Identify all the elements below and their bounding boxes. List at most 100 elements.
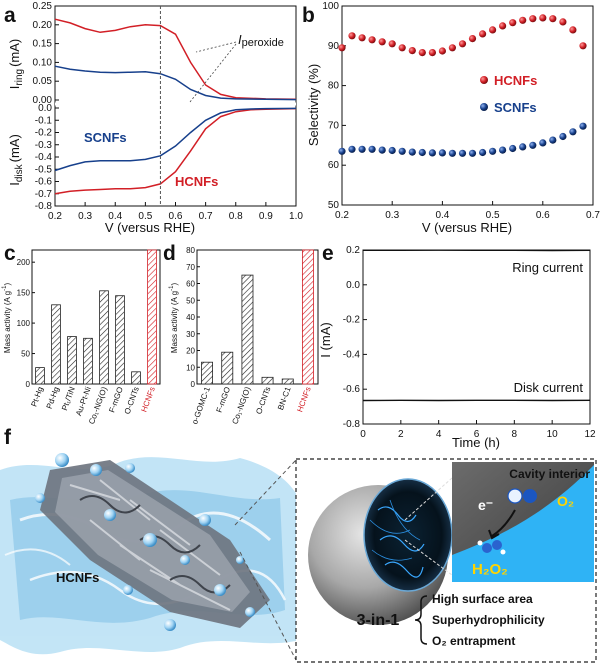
- point-scnfs: [348, 145, 356, 153]
- categories-c: Pt-Hg Pd-Hg Pt₁/TiNAu-Pt-NiCo₁-NG(O)F-mGOO…: [29, 385, 156, 425]
- disk-y-tick-label: -0.2: [35, 128, 53, 139]
- bar-bnc1: [281, 378, 294, 385]
- y-tick-label-c: 50: [21, 350, 30, 359]
- svg-text:Mass activity (A g-1): Mass activity (A g-1): [2, 283, 12, 354]
- bar-fmgo: [221, 351, 234, 385]
- y-tick-label-e: -0.2: [343, 315, 361, 326]
- x-tick-label-a: 0.3: [78, 211, 92, 222]
- ring-y-tick-label: 0.25: [33, 1, 53, 12]
- electron-label: e⁻: [478, 497, 493, 513]
- bar-pdhg: [51, 304, 61, 385]
- bars-c: [35, 249, 157, 385]
- y-tick-label-d: 20: [186, 347, 195, 356]
- disk-y-tick-label: -0.5: [35, 164, 53, 175]
- point-scnfs: [509, 144, 517, 153]
- axes-d: 0 10 20 30 40 50 60 70 80: [186, 246, 200, 389]
- h2o2-atom-2: [492, 540, 502, 550]
- series-line-scnfs-disk: [54, 107, 297, 172]
- feature-3: O₂ entrapment: [432, 634, 515, 648]
- y-tick-label-d: 30: [186, 330, 195, 339]
- y-tick-label-d: 10: [186, 363, 195, 372]
- x-tick-label-a: 0.9: [259, 211, 273, 222]
- point-scnfs: [398, 147, 406, 155]
- x-tick-label-e: 6: [474, 429, 480, 440]
- h2o2-atom-3: [477, 540, 483, 546]
- point-hcnfs: [569, 26, 577, 34]
- point-scnfs: [428, 149, 436, 157]
- y-tick-label-d: 60: [186, 280, 195, 289]
- x-axis-a: 0.2 0.3 0.4 0.5 0.6 0.7 0.8 0.9 1.0: [48, 202, 303, 222]
- category-label-d: F-mGO: [215, 386, 233, 414]
- disk-y-axis: 0.0-0.1 -0.2-0.3-0.4-0.5 -0.6-0.7-0.8: [35, 102, 296, 212]
- annotation-pointer-2: [189, 43, 237, 103]
- category-label-d: O-CNTs: [254, 386, 272, 416]
- point-scnfs: [559, 132, 567, 141]
- x-tick-label-a: 1.0: [289, 211, 303, 222]
- series-line-hcnfs-disk: [54, 107, 297, 195]
- bar-fmgo: [115, 295, 125, 385]
- h2o2-label: H₂O₂: [472, 561, 508, 578]
- disk-y-tick-label: -0.4: [35, 152, 53, 163]
- point-scnfs: [569, 128, 577, 136]
- category-label-c: F-mGO: [107, 386, 125, 414]
- series-lines-e: [362, 249, 591, 402]
- x-tick-label-e: 2: [398, 429, 404, 440]
- y-tick-label-d: 50: [186, 296, 195, 305]
- plot-frame-b: [341, 5, 594, 206]
- x-axis-label-e: Time (h): [452, 435, 500, 450]
- series-line-hcnfs-ring: [54, 18, 297, 100]
- plot-frame-d: [196, 249, 319, 385]
- x-tick-label-a: 0.7: [199, 211, 213, 222]
- point-scnfs: [358, 145, 366, 153]
- point-hcnfs: [479, 30, 487, 38]
- y-tick-label-b: 70: [328, 120, 340, 131]
- legend-marker-scnfs: [480, 103, 488, 111]
- ring-y-tick-label: 0.05: [33, 76, 53, 87]
- x-tick-label-e: 12: [584, 429, 596, 440]
- y-tick-label-e: 0.2: [346, 245, 360, 256]
- y-axis-label-e: I (mA): [318, 322, 333, 357]
- oxygen-atom-2: [523, 489, 537, 503]
- peroxide-annotation: Iperoxide: [238, 32, 284, 49]
- x-tick-label-e: 0: [360, 429, 366, 440]
- plot-frame-e: [362, 249, 591, 425]
- panel-label-a: a: [4, 4, 16, 27]
- legend-hcnfs-b: HCNFs: [494, 73, 537, 88]
- series-line-scnfs-ring: [54, 65, 297, 101]
- y-tick-label-d: 0: [191, 380, 196, 389]
- panel-d: d 0 10 20 30 40 50 60 70 80 o-GOMC-1 F-mGOCo₁-NG(…: [163, 242, 319, 425]
- category-label-d: o-GOMC-1: [190, 385, 212, 425]
- ring-current-label: Ring current: [512, 260, 583, 275]
- point-hcnfs: [448, 44, 456, 52]
- point-scnfs: [378, 146, 386, 154]
- cavity-interior-inset: Cavity interior e⁻ O₂ H₂O₂: [452, 462, 594, 582]
- point-hcnfs: [418, 49, 426, 57]
- panel-c: c 0 50 100 150 200 Pt-Hg Pd-Hg Pt₁/TiNAu-Pt-Ni…: [2, 242, 161, 425]
- annotation-pointer-1: [195, 41, 237, 53]
- x-tick-label-e: 8: [512, 429, 518, 440]
- feature-1: High surface area: [432, 592, 533, 606]
- x-tick-label-b: 0.2: [335, 210, 349, 221]
- panel-b: b 0.2 0.3 0.4 0.5 0.6 0.7 50 60 70 80 90 100 V (ver…: [302, 1, 600, 235]
- category-label-d: BN-C1: [276, 385, 293, 411]
- point-scnfs: [448, 149, 456, 157]
- x-tick-label-b: 0.6: [536, 210, 550, 221]
- cavity-pointer-top: [404, 477, 453, 521]
- point-hcnfs: [368, 36, 376, 44]
- point-scnfs: [388, 146, 396, 155]
- point-hcnfs: [549, 15, 557, 23]
- x-tick-label-b: 0.4: [435, 210, 449, 221]
- category-label-c: Pt-Hg: [29, 386, 44, 408]
- panel-label-e: e: [322, 242, 334, 265]
- point-scnfs: [529, 141, 537, 149]
- disk-y-tick-label: 0.0: [38, 103, 52, 114]
- x-tick-label-e: 4: [436, 429, 442, 440]
- point-hcnfs: [438, 47, 446, 55]
- disk-y-tick-label: -0.7: [35, 189, 53, 200]
- y-tick-label-e: -0.8: [343, 419, 361, 430]
- bar-hcnfs: [147, 249, 157, 385]
- panel-e: e 0 2 4 6 8 10 12 0.2 0.0 -0.2 -0.4 -0.6 -0.8 Ring c…: [318, 242, 596, 450]
- point-scnfs: [338, 147, 346, 155]
- bar-pthg: [35, 367, 45, 385]
